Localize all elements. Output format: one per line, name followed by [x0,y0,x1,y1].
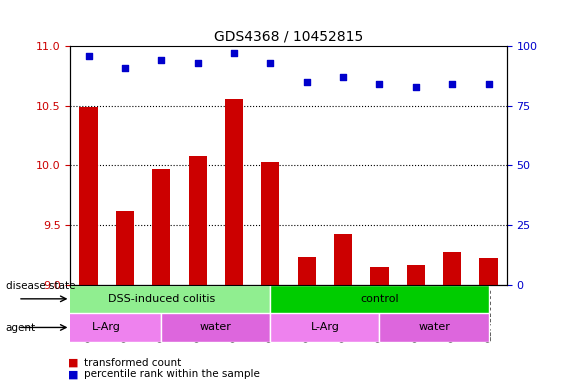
FancyBboxPatch shape [270,285,489,313]
Point [230,50,239,56]
Bar [406,265,425,285]
Bar [298,257,316,285]
Point [120,65,129,71]
FancyBboxPatch shape [379,313,489,342]
Point [84,53,93,59]
Text: water: water [200,323,232,333]
Text: L-Arg: L-Arg [92,323,121,333]
Bar [225,99,243,285]
Point [302,79,311,85]
Text: control: control [360,294,399,304]
Bar [261,162,279,285]
Point [412,84,421,90]
Bar [480,258,498,285]
FancyBboxPatch shape [52,313,161,342]
Bar [370,266,388,285]
Point [338,74,347,80]
FancyBboxPatch shape [52,285,270,313]
Point [266,60,275,66]
Text: agent: agent [6,323,36,333]
Bar [116,210,134,285]
Text: transformed count: transformed count [84,358,182,368]
Text: percentile rank within the sample: percentile rank within the sample [84,369,260,379]
Point [448,81,457,87]
Point [484,81,493,87]
Text: ■: ■ [68,369,78,379]
Text: water: water [418,323,450,333]
Bar [152,169,171,285]
Bar [334,235,352,285]
Point [157,57,166,63]
FancyBboxPatch shape [270,313,379,342]
Bar [189,156,207,285]
Point [193,60,202,66]
Text: L-Arg: L-Arg [310,323,339,333]
Point [375,81,384,87]
Bar [79,107,97,285]
Text: DSS-induced colitis: DSS-induced colitis [108,294,215,304]
Title: GDS4368 / 10452815: GDS4368 / 10452815 [214,30,363,43]
FancyBboxPatch shape [161,313,270,342]
Bar [443,252,461,285]
Text: disease state: disease state [6,281,75,291]
Text: ■: ■ [68,358,78,368]
